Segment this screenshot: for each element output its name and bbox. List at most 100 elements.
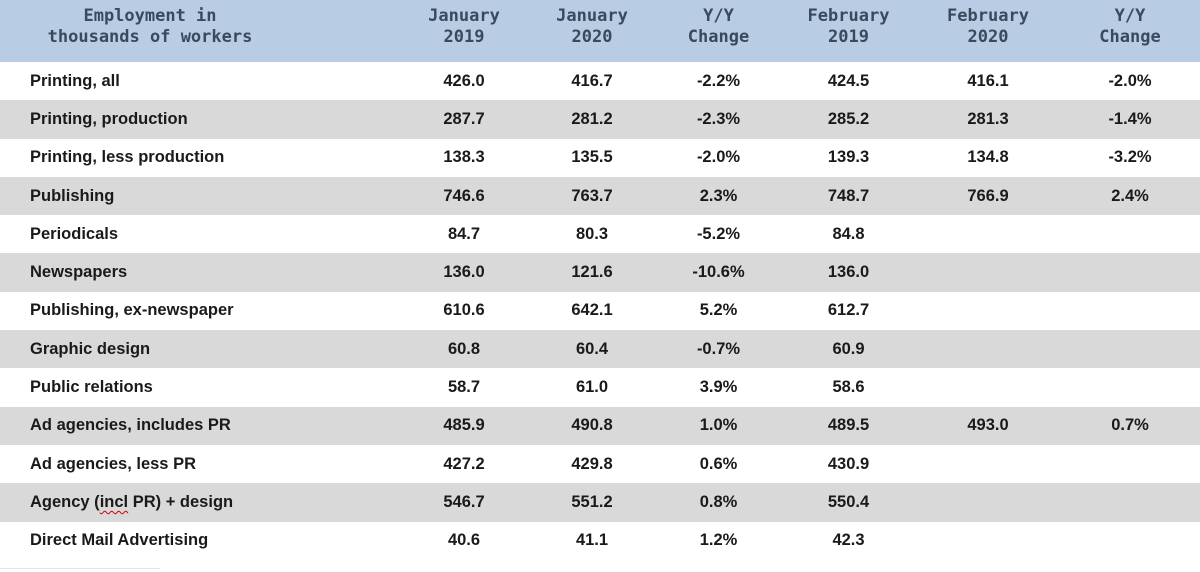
cell-feb-yy: -1.4%	[1060, 100, 1200, 139]
cell-jan-2019: 746.6	[400, 176, 528, 216]
cell-feb-2019: 58.6	[781, 368, 916, 407]
row-label-part: PR) + design	[128, 492, 234, 511]
cell-feb-2019: 42.3	[781, 521, 916, 560]
table-row: Periodicals 84.7 80.3 -5.2% 84.8	[0, 215, 1200, 254]
cell-feb-yy: 0.7%	[1060, 406, 1200, 445]
cell-jan-yy: -2.0%	[656, 138, 781, 177]
cell-jan-2019: 610.6	[400, 291, 528, 331]
cell-feb-yy	[1060, 253, 1200, 292]
cell-feb-yy: 2.4%	[1060, 176, 1200, 216]
table-row: Printing, production 287.7 281.2 -2.3% 2…	[0, 100, 1200, 139]
cell-feb-yy	[1060, 444, 1200, 484]
cell-jan-2019: 58.7	[400, 368, 528, 407]
cell-jan-2020: 135.5	[528, 138, 656, 177]
cell-feb-yy	[1060, 291, 1200, 331]
cell-jan-yy: -2.2%	[656, 62, 781, 101]
cell-jan-yy: 3.9%	[656, 368, 781, 407]
row-label: Periodicals	[0, 215, 400, 254]
cell-feb-2020	[916, 330, 1060, 369]
cell-feb-yy	[1060, 330, 1200, 369]
cell-feb-2019: 136.0	[781, 253, 916, 292]
row-label: Publishing, ex-newspaper	[0, 291, 400, 331]
table-row: Newspapers 136.0 121.6 -10.6% 136.0	[0, 253, 1200, 292]
cell-feb-2019: 84.8	[781, 215, 916, 254]
row-label-part: Agency (	[30, 492, 100, 511]
cell-feb-yy: -2.0%	[1060, 62, 1200, 101]
row-label: Graphic design	[0, 330, 400, 369]
cell-jan-yy: -5.2%	[656, 215, 781, 254]
cell-feb-2020: 281.3	[916, 100, 1060, 139]
cell-jan-2020: 281.2	[528, 100, 656, 139]
table-row: Graphic design 60.8 60.4 -0.7% 60.9	[0, 330, 1200, 369]
cell-feb-yy	[1060, 368, 1200, 407]
cell-jan-2019: 427.2	[400, 444, 528, 484]
cell-jan-yy: 0.6%	[656, 444, 781, 484]
header-jan-yy-change: Y/Y Change	[656, 0, 781, 62]
cell-jan-yy: 0.8%	[656, 483, 781, 522]
cell-jan-2020: 490.8	[528, 406, 656, 445]
header-jan-2020: January 2020	[528, 0, 656, 62]
table-row: Printing, less production 138.3 135.5 -2…	[0, 138, 1200, 177]
cell-feb-2019: 550.4	[781, 483, 916, 522]
table-body: Printing, all 426.0 416.7 -2.2% 424.5 41…	[0, 62, 1200, 560]
row-label: Newspapers	[0, 253, 400, 292]
row-label: Printing, production	[0, 100, 400, 139]
cell-feb-2020	[916, 521, 1060, 560]
table-row: Ad agencies, includes PR 485.9 490.8 1.0…	[0, 406, 1200, 445]
cell-jan-2019: 40.6	[400, 521, 528, 560]
header-feb-2020: February 2020	[916, 0, 1060, 62]
header-jan-2019: January 2019	[400, 0, 528, 62]
employment-table: Employment in thousands of workers Janua…	[0, 0, 1200, 560]
header-row: Employment in thousands of workers Janua…	[0, 0, 1200, 62]
cell-jan-2019: 287.7	[400, 100, 528, 139]
spellcheck-flagged-word: incl	[99, 492, 129, 511]
cell-feb-yy: -3.2%	[1060, 138, 1200, 177]
cell-feb-2020	[916, 253, 1060, 292]
table-header: Employment in thousands of workers Janua…	[0, 0, 1200, 62]
cell-feb-2019: 612.7	[781, 291, 916, 331]
cell-feb-2020	[916, 215, 1060, 254]
cell-jan-2019: 546.7	[400, 483, 528, 522]
header-category-label: Employment in thousands of workers	[47, 6, 253, 47]
table-row: Publishing 746.6 763.7 2.3% 748.7 766.9 …	[0, 176, 1200, 216]
row-label: Direct Mail Advertising	[0, 521, 400, 560]
cell-jan-2020: 121.6	[528, 253, 656, 292]
cell-feb-2020	[916, 444, 1060, 484]
cell-jan-2019: 136.0	[400, 253, 528, 292]
cell-feb-2019: 489.5	[781, 406, 916, 445]
cell-feb-2019: 285.2	[781, 100, 916, 139]
cell-jan-2020: 60.4	[528, 330, 656, 369]
cell-feb-yy	[1060, 521, 1200, 560]
header-feb-yy-change: Y/Y Change	[1060, 0, 1200, 62]
cell-feb-2019: 430.9	[781, 444, 916, 484]
cell-jan-2020: 80.3	[528, 215, 656, 254]
table-row: Direct Mail Advertising 40.6 41.1 1.2% 4…	[0, 521, 1200, 560]
row-label: Printing, all	[0, 62, 400, 101]
cell-jan-yy: 2.3%	[656, 176, 781, 216]
table-row: Printing, all 426.0 416.7 -2.2% 424.5 41…	[0, 62, 1200, 101]
cell-jan-2019: 84.7	[400, 215, 528, 254]
cell-jan-yy: 1.0%	[656, 406, 781, 445]
row-label: Ad agencies, includes PR	[0, 406, 400, 445]
cell-feb-2020: 766.9	[916, 176, 1060, 216]
cell-feb-2019: 139.3	[781, 138, 916, 177]
cell-feb-2020: 416.1	[916, 62, 1060, 101]
cell-jan-2020: 429.8	[528, 444, 656, 484]
cell-jan-2020: 61.0	[528, 368, 656, 407]
cell-jan-2020: 763.7	[528, 176, 656, 216]
cell-jan-yy: 5.2%	[656, 291, 781, 331]
row-label: Agency (incl PR) + design	[0, 483, 400, 522]
table-row: Public relations 58.7 61.0 3.9% 58.6	[0, 368, 1200, 407]
table-row: Ad agencies, less PR 427.2 429.8 0.6% 43…	[0, 444, 1200, 484]
cell-jan-2020: 416.7	[528, 62, 656, 101]
cell-jan-2019: 485.9	[400, 406, 528, 445]
cell-feb-2019: 424.5	[781, 62, 916, 101]
row-label: Publishing	[0, 176, 400, 216]
cell-jan-yy: -2.3%	[656, 100, 781, 139]
cell-feb-yy	[1060, 483, 1200, 522]
cell-feb-2020	[916, 368, 1060, 407]
header-category: Employment in thousands of workers	[0, 0, 400, 62]
table-row: Agency (incl PR) + design 546.7 551.2 0.…	[0, 483, 1200, 522]
cell-feb-2020	[916, 483, 1060, 522]
bottom-divider	[0, 568, 160, 569]
